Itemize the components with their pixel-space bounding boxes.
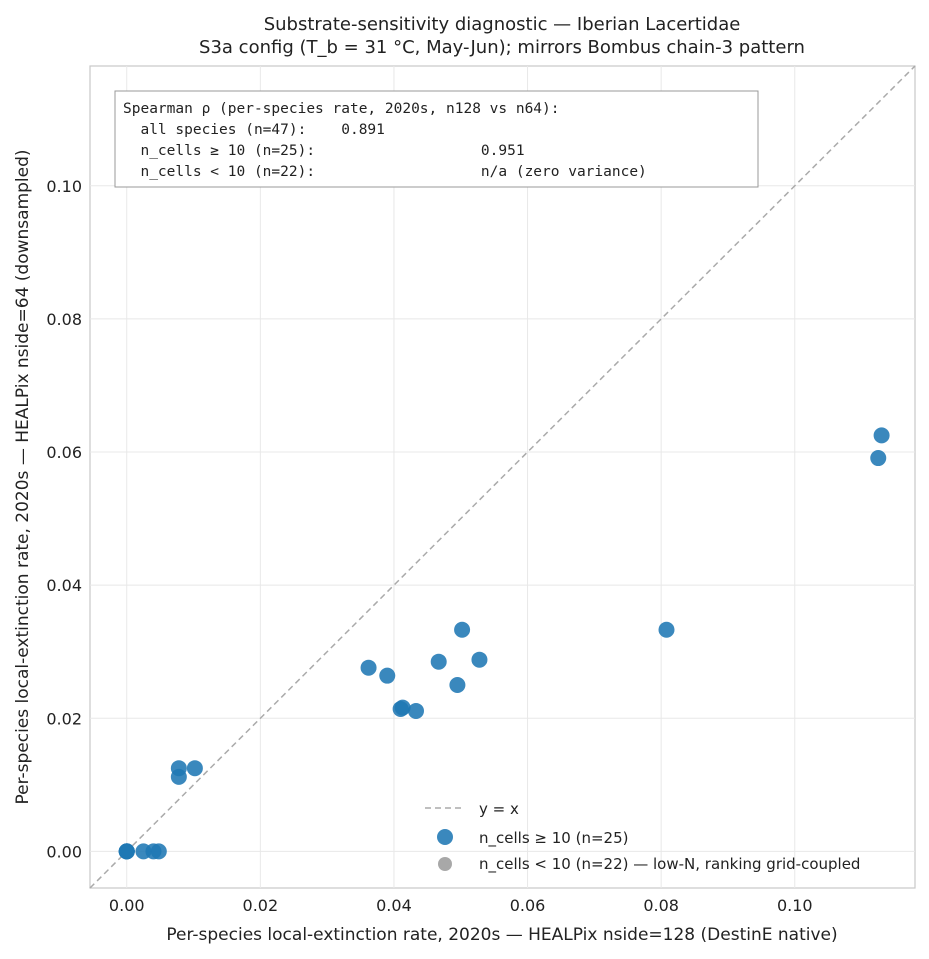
x-tick-label: 0.06 <box>510 896 546 915</box>
stats-box-frame <box>114 90 759 188</box>
data-point-high-n <box>360 659 377 676</box>
x-tick-label: 0.10 <box>777 896 813 915</box>
data-point-high-n <box>186 760 203 777</box>
grid-lines <box>90 66 915 888</box>
data-point-high-n <box>454 621 471 638</box>
data-point-high-n <box>471 651 488 668</box>
y-tick-label: 0.04 <box>46 576 82 595</box>
data-point-high-n <box>170 768 187 785</box>
stats-line-4: n_cells < 10 (n=22): n/a (zero variance) <box>123 164 647 180</box>
legend: y = x n_cells ≥ 10 (n=25) n_cells < 10 (… <box>425 800 860 874</box>
y-axis-label: Per-species local-extinction rate, 2020s… <box>13 149 33 804</box>
legend-label-identity: y = x <box>479 800 519 818</box>
data-point-high-n <box>394 699 411 716</box>
data-point-high-n <box>430 653 447 670</box>
stats-line-2: all species (n=47): 0.891 <box>123 122 385 138</box>
data-point-high-n <box>870 450 887 467</box>
data-point-high-n <box>449 676 466 693</box>
legend-marker-high-n <box>437 829 453 845</box>
data-point-high-n <box>407 702 424 719</box>
x-axis-label: Per-species local-extinction rate, 2020s… <box>166 925 837 945</box>
y-tick-label: 0.06 <box>46 443 82 462</box>
y-tick-label: 0.10 <box>46 177 82 196</box>
y-tick-labels: 0.00 0.02 0.04 0.06 0.08 0.10 <box>46 177 82 862</box>
data-points <box>118 427 890 860</box>
chart-subtitle: S3a config (T_b = 31 °C, May-Jun); mirro… <box>199 37 805 58</box>
chart-title: Substrate-sensitivity diagnostic — Iberi… <box>264 14 741 35</box>
identity-line <box>89 65 916 889</box>
stats-line-1: Spearman ρ (per-species rate, 2020s, n12… <box>123 101 560 117</box>
data-point-high-n <box>379 667 396 684</box>
y-tick-label: 0.02 <box>46 709 82 728</box>
x-tick-label: 0.08 <box>643 896 679 915</box>
stats-box: Spearman ρ (per-species rate, 2020s, n12… <box>114 90 759 188</box>
data-point-high-n <box>873 427 890 444</box>
data-point-high-n <box>658 621 675 638</box>
x-tick-label: 0.02 <box>243 896 279 915</box>
stats-line-3: n_cells ≥ 10 (n=25): 0.951 <box>123 143 525 159</box>
y-tick-label: 0.00 <box>46 842 82 861</box>
data-point-high-n <box>150 843 167 860</box>
x-tick-label: 0.00 <box>109 896 145 915</box>
y-tick-label: 0.08 <box>46 310 82 329</box>
legend-label-low-n: n_cells < 10 (n=22) — low-N, ranking gri… <box>479 855 860 874</box>
data-point-high-n <box>118 843 135 860</box>
legend-marker-low-n <box>438 857 452 871</box>
x-tick-labels: 0.00 0.02 0.04 0.06 0.08 0.10 <box>109 896 813 915</box>
legend-label-high-n: n_cells ≥ 10 (n=25) <box>479 829 628 848</box>
x-tick-label: 0.04 <box>376 896 412 915</box>
